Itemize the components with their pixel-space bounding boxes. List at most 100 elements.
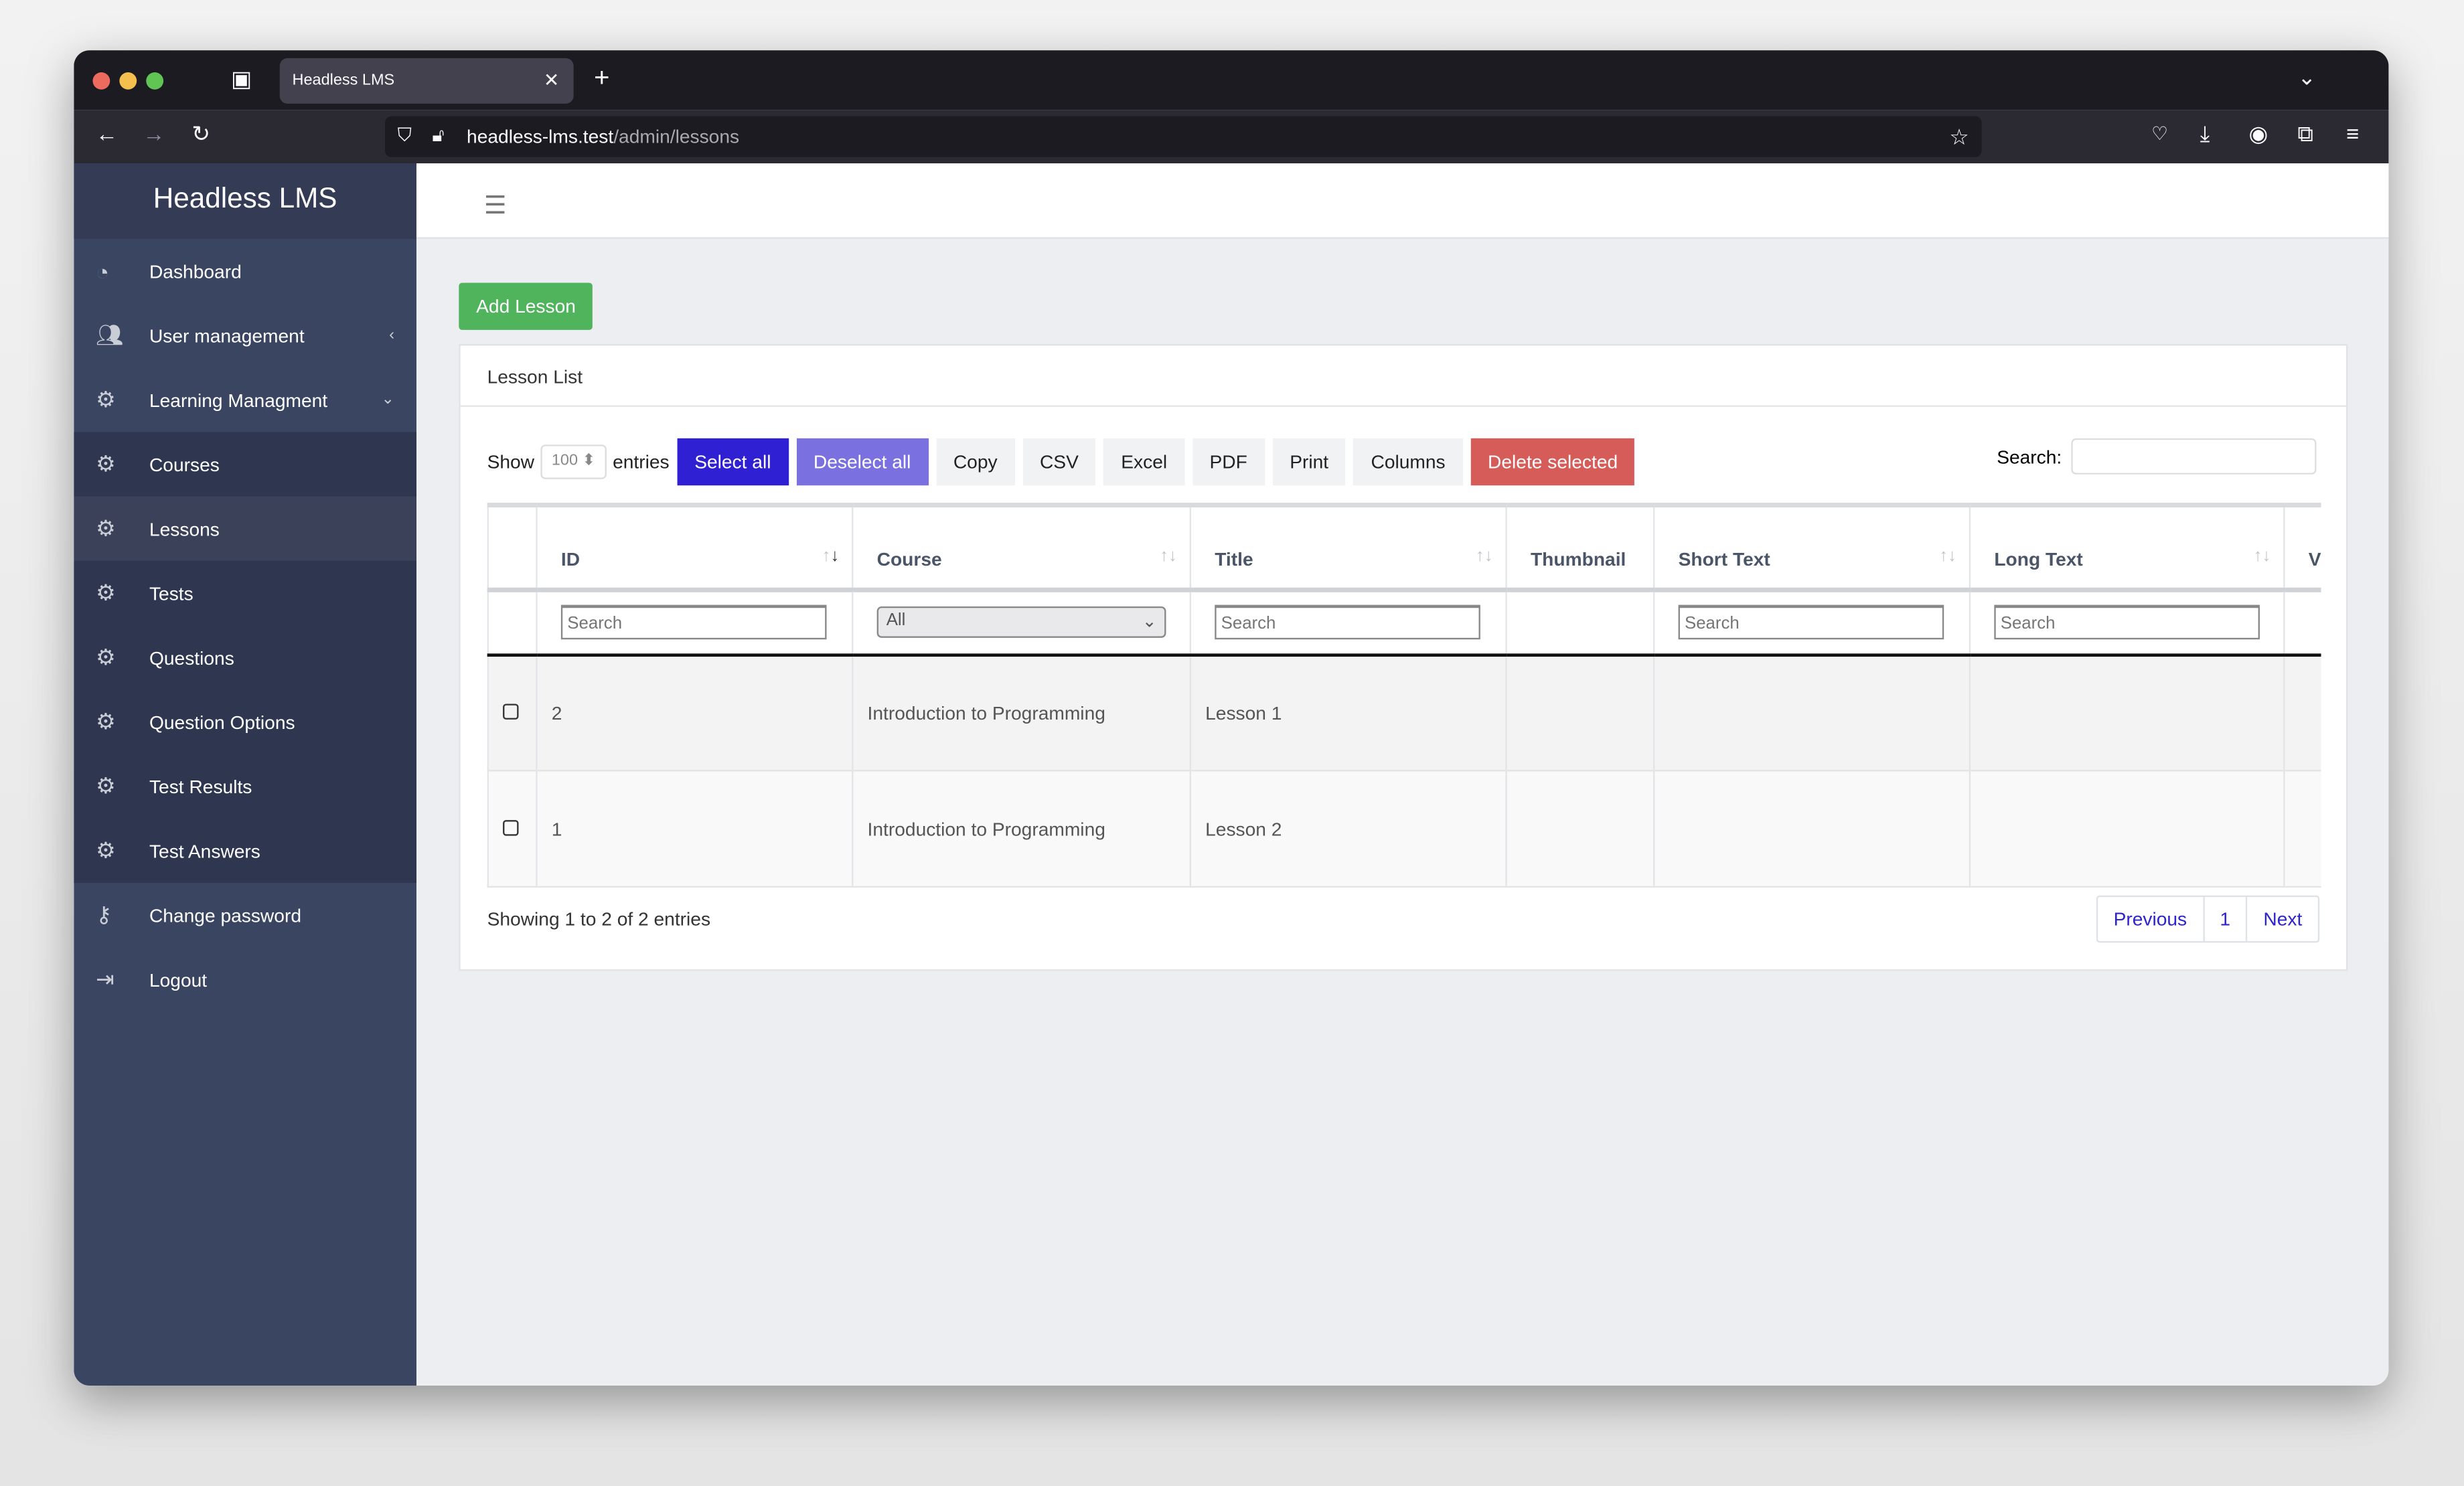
row-checkbox[interactable] — [503, 703, 519, 720]
delete-selected-button[interactable]: Delete selected — [1470, 438, 1635, 486]
column-header-truncated[interactable]: V — [2283, 503, 2321, 592]
sidebar-item-user-management[interactable]: 👥︎ User management ‹ — [74, 303, 416, 367]
search-input[interactable] — [2071, 438, 2317, 475]
key-icon: ⚷ — [96, 902, 112, 927]
minimize-window-button[interactable] — [119, 72, 137, 90]
sort-icon[interactable]: ↑↓ — [1160, 546, 1177, 566]
gears-icon: ⚙ — [96, 644, 116, 669]
tab-bar: ▣ Headless LMS ✕ + ⌄ — [74, 50, 2389, 110]
table-row[interactable]: 2 Introduction to Programming Lesson 1 — [487, 654, 2321, 772]
sort-desc-icon[interactable]: ↑↓ — [822, 546, 840, 566]
chevron-down-icon[interactable]: ⌄ — [2297, 64, 2316, 90]
new-tab-icon[interactable]: + — [594, 62, 610, 93]
gears-icon: ⚙ — [96, 708, 116, 734]
short-text-filter-input[interactable] — [1678, 605, 1944, 640]
sidebar-item-label: Change password — [149, 904, 302, 926]
reload-icon[interactable]: ↻ — [191, 120, 210, 147]
sidebar-item-learning-managment[interactable]: ⚙ Learning Managment ⌄ — [74, 367, 416, 432]
gears-icon: ⚙ — [96, 837, 116, 863]
maximize-window-button[interactable] — [146, 72, 164, 90]
columns-button[interactable]: Columns — [1353, 438, 1463, 486]
account-icon[interactable]: ◉ — [2248, 120, 2268, 147]
chevron-icon: ⌄ — [381, 391, 395, 409]
id-filter-input[interactable] — [560, 605, 827, 640]
print-button[interactable]: Print — [1272, 438, 1346, 486]
pocket-icon[interactable]: ♡ — [2151, 122, 2169, 145]
bookmark-star-icon[interactable]: ☆ — [1949, 124, 1969, 149]
close-tab-icon[interactable]: ✕ — [543, 69, 560, 92]
next-page-button[interactable]: Next — [2246, 897, 2318, 941]
sort-icon[interactable]: ↑↓ — [2253, 546, 2271, 566]
long-text-filter-input[interactable] — [1994, 605, 2260, 640]
download-icon[interactable]: ⤓ — [2200, 120, 2210, 147]
sidebar-item-label: Test Answers — [149, 839, 260, 862]
sidebar-item-label: Dashboard — [149, 260, 242, 282]
csv-button[interactable]: CSV — [1022, 438, 1096, 486]
card-title: Lesson List — [460, 345, 2347, 407]
users-icon: 👥︎ — [96, 322, 124, 347]
chevron-down-icon: ⌄ — [1142, 612, 1157, 633]
sidebar-item-test-results[interactable]: ⚙ Test Results — [74, 754, 416, 819]
entries-select[interactable]: 100 ⬍ — [540, 444, 607, 479]
page-1-button[interactable]: 1 — [2202, 897, 2246, 941]
sidebar-item-dashboard[interactable]: ◔ Dashboard — [74, 239, 416, 303]
copy-button[interactable]: Copy — [936, 438, 1015, 486]
title-filter-input[interactable] — [1215, 605, 1480, 640]
gears-icon: ⚙ — [96, 386, 116, 412]
insecure-lock-icon[interactable]: 🔓︎ — [432, 124, 445, 147]
table-toolbar: Show 100 ⬍ entries Select all Deselect a… — [487, 438, 1635, 486]
close-window-button[interactable] — [92, 72, 110, 90]
pagination: Previous 1 Next — [2096, 895, 2320, 943]
table-row[interactable]: 1 Introduction to Programming Lesson 2 — [487, 770, 2321, 888]
add-lesson-button[interactable]: Add Lesson — [459, 282, 593, 330]
gears-icon: ⚙ — [96, 772, 116, 799]
excel-button[interactable]: Excel — [1103, 438, 1184, 486]
forward-icon[interactable]: → — [143, 120, 165, 147]
column-header-course[interactable]: Course ↑↓ — [852, 503, 1190, 592]
sidebar-item-label: Learning Managment — [149, 388, 328, 411]
gears-icon: ⚙ — [96, 450, 116, 477]
column-header-short-text[interactable]: Short Text ↑↓ — [1653, 503, 1970, 592]
sidebar: Headless LMS ◔ Dashboard 👥︎ User management… — [74, 163, 416, 1386]
hamburger-menu-icon[interactable]: ☰ — [483, 193, 507, 220]
row-checkbox[interactable] — [503, 819, 519, 835]
column-header-long-text[interactable]: Long Text ↑↓ — [1969, 503, 2285, 592]
column-header-thumbnail: Thumbnail — [1505, 503, 1654, 592]
chevron-icon: ‹ — [389, 327, 395, 344]
select-column-header — [487, 503, 537, 592]
back-icon[interactable]: ← — [96, 120, 119, 147]
extensions-icon[interactable]: ⧉ — [2297, 120, 2313, 147]
browser-tab[interactable]: Headless LMS ✕ — [279, 58, 574, 104]
deselect-all-button[interactable]: Deselect all — [796, 438, 929, 486]
shield-icon[interactable]: ⛉ — [397, 124, 412, 147]
course-filter-select[interactable]: All ⌄ — [876, 606, 1166, 639]
tab-overview-icon[interactable]: ▣ — [231, 66, 252, 92]
sign-out-icon: ⇥ — [96, 966, 114, 991]
sidebar-item-tests[interactable]: ⚙ Tests — [74, 560, 416, 626]
previous-page-button[interactable]: Previous — [2113, 908, 2187, 930]
column-header-id[interactable]: ID ↑↓ — [536, 503, 853, 592]
pdf-button[interactable]: PDF — [1192, 438, 1265, 486]
sidebar-item-logout[interactable]: ⇥ Logout — [74, 947, 416, 1011]
url-bar[interactable]: ⛉ 🔓︎ headless-lms.test/admin/lessons ☆ — [385, 116, 1982, 157]
column-header-title[interactable]: Title ↑↓ — [1189, 503, 1507, 592]
select-all-button[interactable]: Select all — [677, 438, 789, 486]
sidebar-item-change-password[interactable]: ⚷ Change password — [74, 883, 416, 947]
sidebar-item-label: Questions — [149, 646, 234, 669]
brand-logo[interactable]: Headless LMS — [74, 163, 416, 239]
sidebar-item-label: Logout — [149, 968, 208, 991]
sidebar-item-question-options[interactable]: ⚙ Question Options — [74, 689, 416, 754]
sidebar-item-lessons[interactable]: ⚙ Lessons — [74, 496, 416, 561]
sort-icon[interactable]: ↑↓ — [1475, 546, 1493, 566]
sidebar-item-label: Question Options — [149, 711, 295, 733]
lesson-list-card: Lesson List Show 100 ⬍ entries Select al… — [459, 343, 2348, 971]
sidebar-item-questions[interactable]: ⚙ Questions — [74, 625, 416, 690]
sidebar-item-courses[interactable]: ⚙ Courses — [74, 432, 416, 497]
gears-icon: ⚙ — [96, 580, 116, 605]
sidebar-item-label: Tests — [149, 582, 194, 604]
sidebar-item-test-answers[interactable]: ⚙ Test Answers — [74, 818, 416, 884]
lessons-table: ID ↑↓ Course ↑↓ Title ↑↓ Thumbnail Short Te… — [487, 503, 2321, 889]
filter-row: All⌄ — [487, 590, 2321, 656]
menu-icon[interactable]: ≡ — [2346, 120, 2360, 147]
sort-icon[interactable]: ↑↓ — [1939, 546, 1957, 566]
